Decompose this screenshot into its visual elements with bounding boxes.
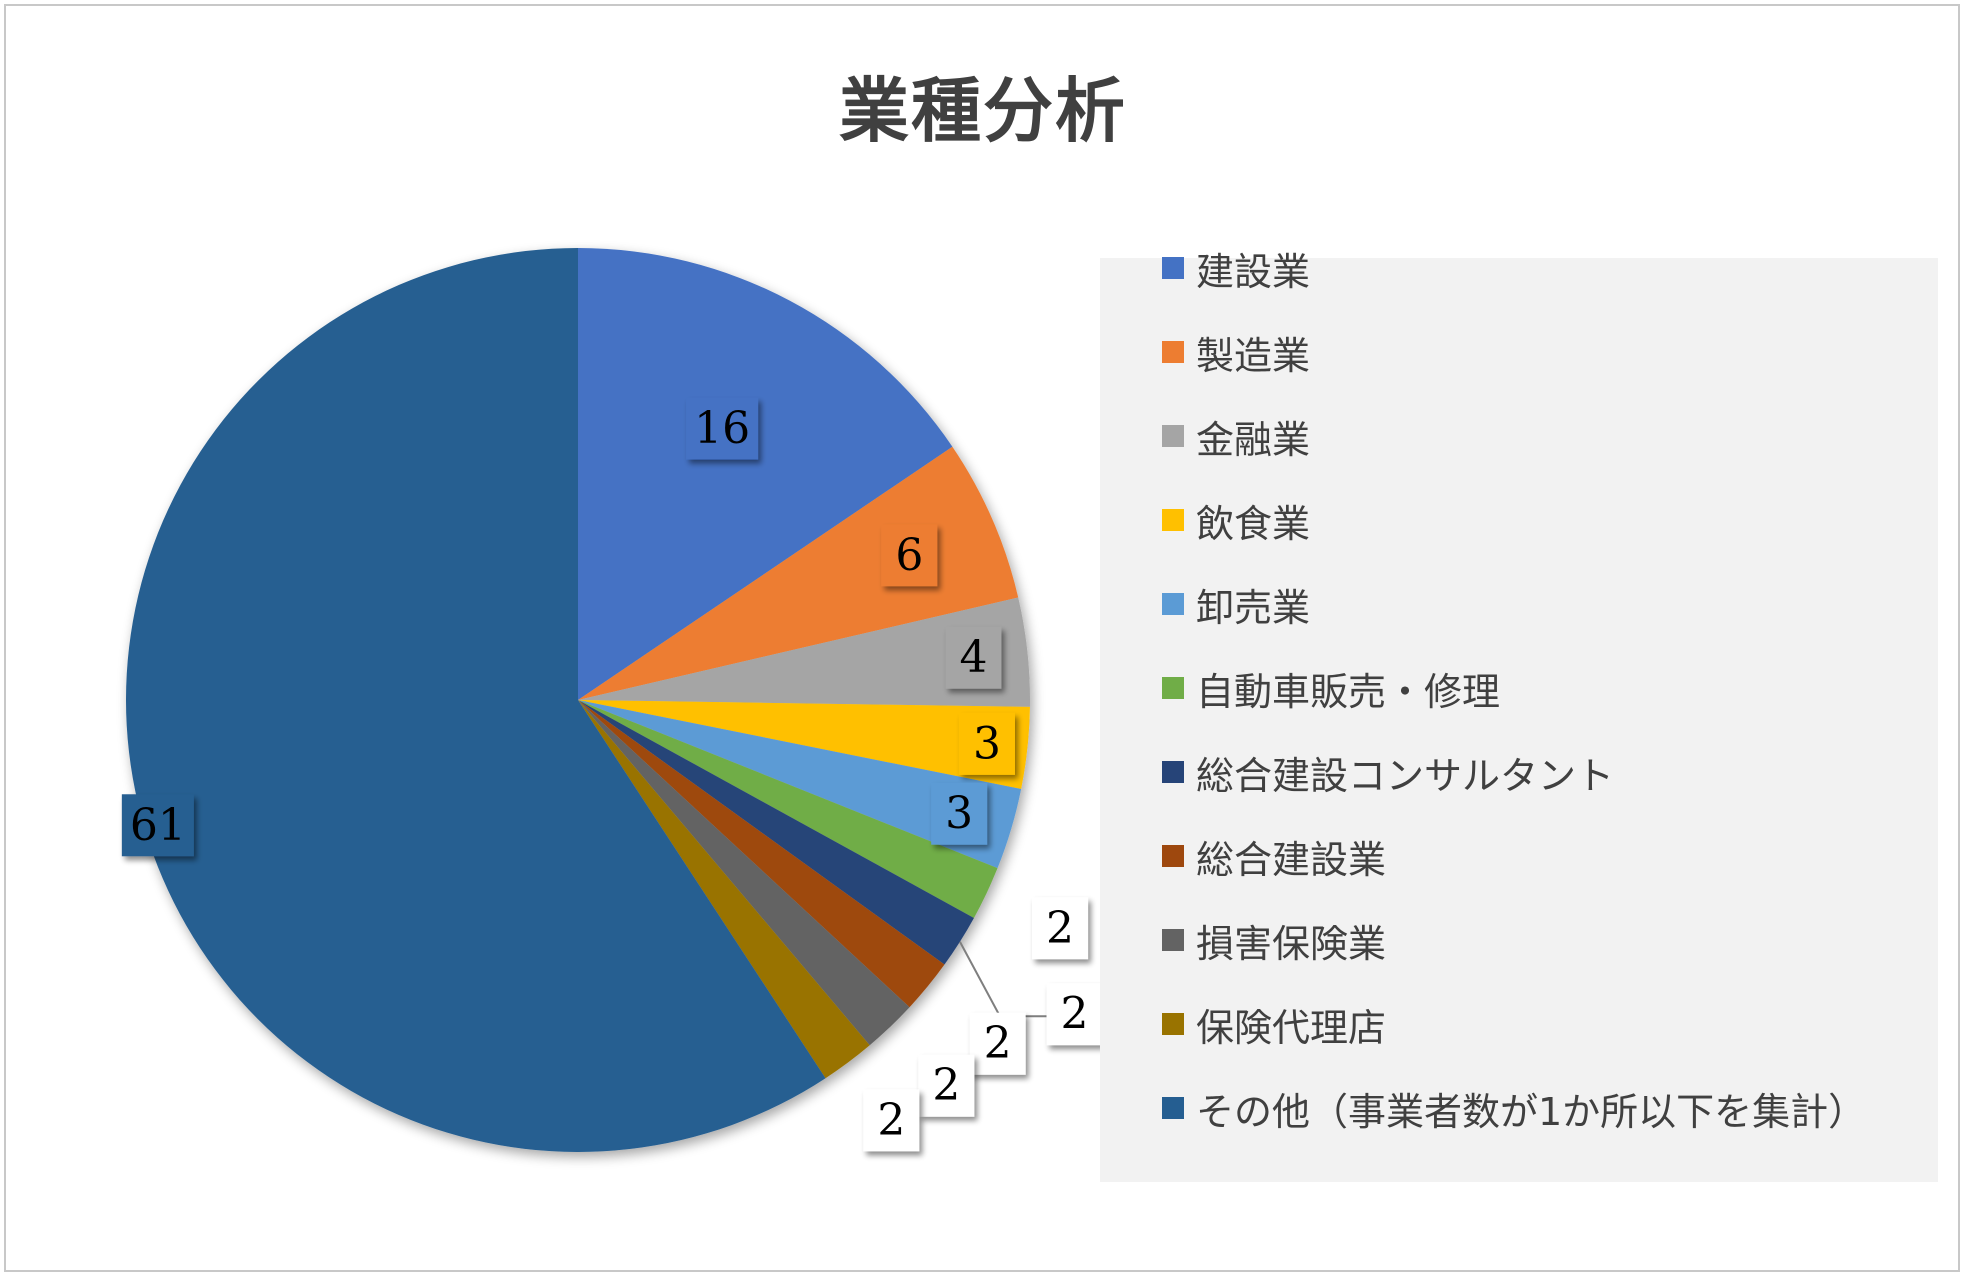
data-label-slice-6: 2	[1032, 897, 1089, 960]
legend-item: 卸売業	[1162, 574, 1310, 634]
data-label-box	[863, 1089, 920, 1152]
legend-swatch	[1162, 341, 1184, 363]
data-label-slice-3: 4	[945, 626, 1002, 689]
pie-slice-7	[578, 700, 974, 965]
legend-swatch	[1162, 929, 1184, 951]
chart-title: 業種分析	[839, 70, 1127, 152]
legend-item: 損害保険業	[1162, 910, 1386, 970]
legend-item: その他（事業者数が1か所以下を集計）	[1162, 1078, 1866, 1138]
legend: 建設業製造業金融業飲食業卸売業自動車販売・修理総合建設コンサルタント 総合建設業損…	[1100, 250, 1938, 1182]
legend-label: 金融業	[1196, 417, 1311, 462]
data-label-box	[918, 1054, 975, 1117]
legend-swatch	[1162, 1097, 1184, 1119]
data-label-box	[931, 782, 988, 845]
legend-label: 総合建設コンサルタント	[1196, 753, 1615, 798]
legend-label: 製造業	[1196, 333, 1311, 378]
legend-swatch	[1162, 509, 1184, 531]
data-label-value: 16	[694, 403, 750, 454]
data-label-box	[969, 1012, 1026, 1075]
data-label-box	[1032, 897, 1089, 960]
data-label-box	[958, 712, 1015, 775]
data-label-value: 4	[959, 632, 987, 683]
legend-swatch	[1162, 761, 1184, 783]
data-label-value: 2	[1046, 903, 1074, 954]
legend-label: その他（事業者数が1か所以下を集計）	[1196, 1089, 1867, 1134]
data-label-slice-5: 3	[931, 782, 988, 845]
legend-label: 総合建設業	[1196, 837, 1387, 882]
pie-slice-3	[578, 597, 1030, 707]
legend-swatch	[1162, 593, 1184, 615]
pie-slice-2	[578, 446, 1019, 700]
legend-item: 製造業	[1162, 322, 1310, 382]
data-label-slice-4: 3	[958, 712, 1015, 775]
data-label-value: 61	[130, 800, 186, 851]
pie-slices	[126, 248, 1030, 1152]
data-label-box	[881, 524, 938, 587]
legend-label: 建設業	[1196, 249, 1311, 294]
data-label-value: 2	[984, 1018, 1012, 1069]
legend-swatch	[1162, 257, 1184, 279]
data-label-value: 3	[973, 718, 1001, 769]
legend-swatch	[1162, 1013, 1184, 1035]
data-label-box	[686, 397, 759, 460]
legend-item: 総合建設コンサルタント	[1162, 742, 1614, 802]
data-label-box	[121, 794, 194, 857]
legend-label: 損害保険業	[1196, 921, 1387, 966]
legend-label: 保険代理店	[1196, 1005, 1387, 1050]
pie-slice-5	[578, 700, 1022, 869]
data-label-value: 2	[877, 1095, 905, 1146]
pie-slice-4	[578, 700, 1030, 790]
data-label-slice-7: 2	[1046, 983, 1103, 1046]
pie-slice-6	[578, 700, 998, 918]
data-label-value: 2	[1061, 989, 1089, 1040]
pie-slice-1	[578, 248, 953, 700]
data-label-slice-9: 2	[918, 1054, 975, 1117]
pie-slice-10	[578, 700, 870, 1079]
data-label-slice-10: 2	[863, 1089, 920, 1152]
legend-item: 金融業	[1162, 406, 1310, 466]
data-label-slice-1: 16	[686, 397, 759, 460]
legend-item: 保険代理店	[1162, 994, 1386, 1054]
legend-label: 自動車販売・修理	[1196, 669, 1501, 714]
legend-item: 自動車販売・修理	[1162, 658, 1500, 718]
data-label-value: 3	[945, 788, 973, 839]
pie-slice-11	[126, 248, 826, 1152]
data-label-slice-11: 61	[121, 794, 194, 857]
pie-slice-9	[578, 700, 910, 1046]
data-label-box	[1046, 983, 1103, 1046]
legend-label: 飲食業	[1196, 501, 1311, 546]
data-label-box	[945, 626, 1002, 689]
data-label-slice-2: 6	[881, 524, 938, 587]
legend-item: 建設業	[1162, 238, 1310, 298]
legend-item: 飲食業	[1162, 490, 1310, 550]
data-label-slice-8: 2	[969, 1012, 1026, 1075]
data-label-value: 6	[895, 530, 923, 581]
legend-swatch	[1162, 677, 1184, 699]
pie-slice-8	[578, 700, 945, 1008]
legend-item: 総合建設業	[1162, 826, 1386, 886]
data-label-value: 2	[932, 1060, 960, 1111]
legend-label: 卸売業	[1196, 585, 1311, 630]
legend-swatch	[1162, 845, 1184, 867]
legend-swatch	[1162, 425, 1184, 447]
